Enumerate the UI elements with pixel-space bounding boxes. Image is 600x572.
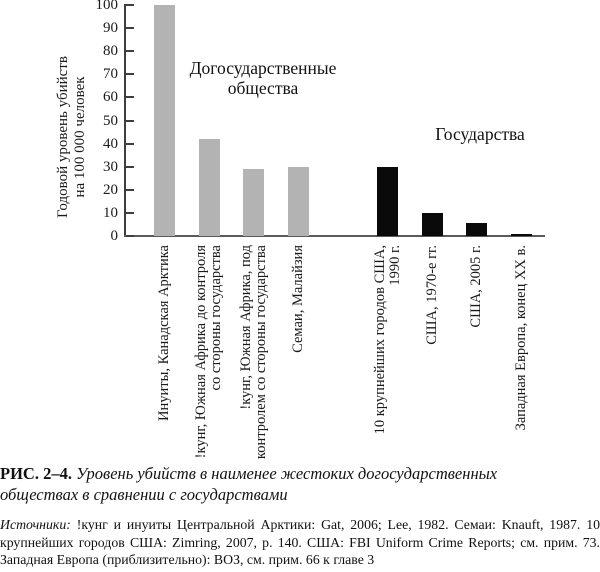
y-tick-mark xyxy=(126,4,134,6)
y-tick-label: 40 xyxy=(103,135,118,152)
bar-nonstate-3 xyxy=(243,169,265,236)
y-tick-label: 0 xyxy=(110,228,119,244)
figure-sources: Источники: !кунг и инуиты Центральной Ар… xyxy=(0,516,600,569)
y-tick-label: 70 xyxy=(103,66,118,83)
x-axis-label: США, 2005 г. xyxy=(468,245,485,328)
y-tick-mark xyxy=(126,27,134,30)
y-tick-mark xyxy=(126,235,134,237)
x-axis-label: Западная Европа, конец XX в. xyxy=(512,245,529,431)
bar-nonstate-2 xyxy=(198,138,220,236)
y-tick-label: 60 xyxy=(103,89,118,106)
y-tick-mark xyxy=(126,211,134,214)
y-tick-mark xyxy=(126,119,134,122)
y-tick-label: 100 xyxy=(95,0,119,13)
x-axis-label: Семаи, Малайзия xyxy=(289,245,306,353)
bar-state-6 xyxy=(421,212,443,236)
y-tick-mark xyxy=(126,50,134,53)
bar-state-7 xyxy=(466,223,488,236)
caption-title: Уровень убийств в наименее жестоких дого… xyxy=(0,464,498,504)
group-label-state: Государства xyxy=(435,124,525,144)
bar-nonstate-4 xyxy=(287,166,309,236)
y-tick-label: 10 xyxy=(103,204,118,221)
x-axis-line xyxy=(124,234,545,237)
bar-state-8 xyxy=(510,233,532,236)
bar-nonstate-1 xyxy=(154,5,175,236)
x-axis-label: Инуиты, Канадская Арктика xyxy=(156,245,172,421)
x-axis-label: !кунг, Южная Африка, под контролем со сто… xyxy=(237,245,269,460)
x-axis-label: 10 крупнейших городов США, 1990 г. xyxy=(371,245,403,435)
y-tick-mark xyxy=(126,188,134,191)
y-tick-label: 80 xyxy=(103,43,118,60)
caption-number: РИС. 2–4. xyxy=(0,464,72,483)
y-tick-label: 90 xyxy=(103,20,118,37)
y-axis-title: Годовой уровень убийств на 100 000 челове… xyxy=(55,56,88,218)
y-tick-mark xyxy=(126,73,134,76)
y-tick-mark xyxy=(126,165,134,168)
y-tick-label: 50 xyxy=(103,112,118,129)
y-tick-mark xyxy=(126,142,134,145)
y-tick-mark xyxy=(126,96,134,99)
sources-text: !кунг и инуиты Центральной Арктики: Gat,… xyxy=(0,517,600,567)
y-tick-label: 20 xyxy=(103,181,118,198)
group-label-nonstate: Догосударственные общества xyxy=(189,58,337,98)
bar-state-5 xyxy=(377,166,398,236)
figure-caption: РИС. 2–4. Уровень убийств в наименее жес… xyxy=(0,463,548,505)
y-tick-label: 30 xyxy=(103,158,118,175)
homicide-bar-chart: 0 10 20 30 40 50 60 70 80 90 100 Годовой уровень уб… xyxy=(55,0,545,459)
y-axis-line xyxy=(124,4,126,236)
x-axis-label: !кунг, Южная Африка до контроля со сторон… xyxy=(193,245,225,459)
x-axis-label: США, 1970-е гг. xyxy=(423,245,440,345)
sources-label: Источники: xyxy=(0,517,71,532)
